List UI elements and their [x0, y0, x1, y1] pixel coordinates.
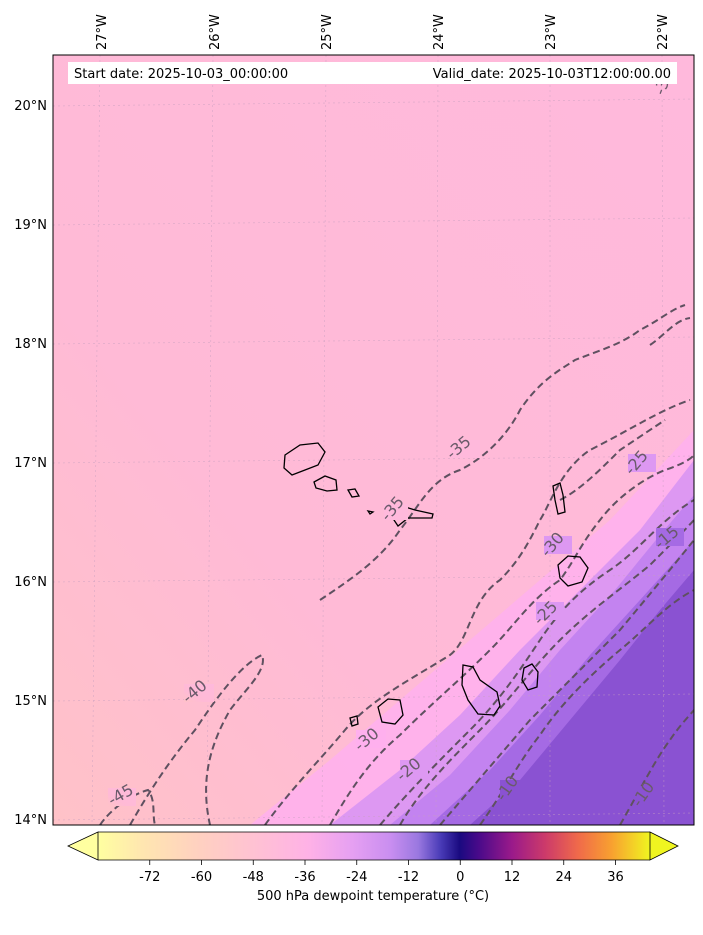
contour-minus35	[264, 399, 691, 825]
colorbar-extend-high	[649, 831, 679, 861]
lat-label: 15°N	[14, 694, 47, 709]
lon-label: 27°W	[95, 14, 110, 50]
colorbar-ticks	[149, 860, 616, 865]
date-info-box	[68, 62, 677, 84]
island-maio	[521, 663, 539, 691]
colorbar-tick-label: -12	[398, 870, 419, 885]
contour-minus30	[329, 454, 694, 825]
lat-label: 18°N	[14, 337, 47, 352]
colorbar-tick-labels: -72 -60 -48 -36 -24 -12 0 12 24 36	[139, 870, 624, 885]
start-date-text: Start date: 2025-10-03_00:00:00	[74, 67, 288, 82]
colorbar-tick-label: -36	[294, 870, 315, 885]
colorbar-tick-label: -72	[139, 870, 160, 885]
contour-minus10	[479, 589, 694, 825]
colorbar-extend-low	[67, 831, 99, 861]
lon-label: 23°W	[544, 14, 559, 50]
contour-minus25	[379, 499, 694, 825]
island-sao-vicente	[313, 475, 338, 492]
colorbar-tick-label: 36	[607, 870, 624, 885]
colorbar-tick-label: -24	[346, 870, 367, 885]
colorbar: -72 -60 -48 -36 -24 -12 0 12 24 36 500 hPa dewpoi…	[67, 831, 679, 904]
map-panel: -45 -40 -35 -35 -35 -30 -30 -25 -25 -20 …	[53, 55, 694, 825]
lon-label: 22°W	[656, 14, 671, 50]
lat-label: 17°N	[14, 456, 47, 471]
map-frame	[52, 54, 695, 826]
colorbar-tick-label: 12	[504, 870, 521, 885]
island-boa-vista	[557, 555, 589, 587]
valid-date-text: Valid_date: 2025-10-03T12:00:00.00	[433, 67, 671, 82]
colorbar-tick-label: 0	[456, 870, 464, 885]
longitude-labels: 27°W 26°W 25°W 24°W 23°W 22°W	[95, 14, 671, 50]
island-fogo	[377, 698, 404, 725]
colorbar-tick-label: 24	[555, 870, 572, 885]
graticule	[53, 55, 694, 825]
contour-minus20	[399, 519, 694, 825]
contour-minus40	[129, 653, 264, 825]
contour-minus25-north	[559, 419, 666, 501]
island-santo-antao	[283, 442, 326, 476]
lon-label: 24°W	[432, 14, 447, 50]
island-santa-luzia	[346, 488, 361, 498]
island-brava	[349, 715, 359, 727]
contour-minus10-east	[619, 709, 694, 825]
colorbar-gradient	[98, 832, 650, 860]
lat-label: 16°N	[14, 575, 47, 590]
colorbar-tick-label: -60	[191, 870, 212, 885]
lat-label: 19°N	[14, 218, 47, 233]
lon-label: 26°W	[208, 14, 223, 50]
contour-minus15	[439, 539, 694, 825]
latitude-labels: 20°N 19°N 18°N 17°N 16°N 15°N 14°N	[14, 99, 47, 828]
contour-minus35-north	[319, 304, 686, 601]
island-santiago	[461, 664, 501, 716]
colorbar-label: 500 hPa dewpoint temperature (°C)	[257, 889, 489, 904]
island-sao-nicolau	[366, 510, 375, 515]
colorbar-tick-label: -48	[243, 870, 264, 885]
lat-label: 14°N	[14, 813, 47, 828]
lon-label: 25°W	[320, 14, 335, 50]
island-sal	[552, 482, 566, 515]
contour-minus45	[99, 788, 156, 825]
contour-lines	[99, 304, 694, 825]
lat-label: 20°N	[14, 99, 47, 114]
field-zone-core	[470, 570, 694, 825]
contour-minus35-east	[649, 317, 691, 346]
